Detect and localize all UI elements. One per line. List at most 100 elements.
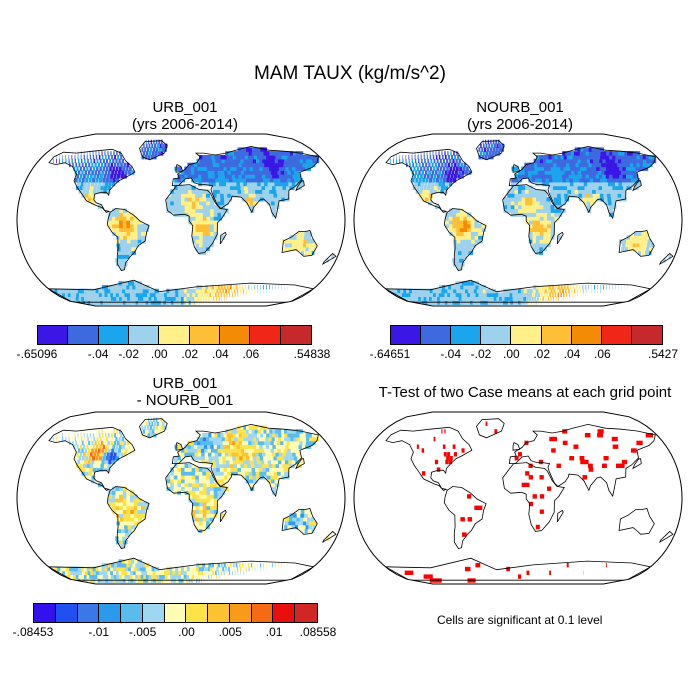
map-cell [254, 566, 256, 572]
map-cell [195, 482, 200, 488]
map-cell [133, 227, 138, 232]
map-cell [261, 463, 267, 468]
map-cell [603, 456, 609, 461]
coastline-samerica [106, 486, 150, 550]
map-cell [94, 448, 98, 453]
map-cell [102, 158, 105, 164]
map-cell [158, 139, 160, 145]
map-cell [232, 433, 238, 438]
map-cell [145, 574, 152, 579]
map-cell [589, 193, 594, 198]
map-cell [200, 162, 205, 168]
map-cell [242, 288, 244, 294]
map-cell [549, 158, 554, 164]
map-cell [597, 147, 604, 152]
map-cell [111, 459, 116, 465]
map-cell [252, 456, 258, 461]
map-cell [475, 285, 481, 290]
map-cell [518, 185, 523, 190]
map-cell [251, 288, 253, 294]
map-cell [622, 174, 629, 179]
map-cell [571, 292, 573, 297]
map-cell [225, 151, 231, 156]
map-cell [92, 178, 96, 183]
map-cell [527, 162, 532, 168]
map-cell [194, 296, 197, 301]
map-cell [399, 158, 401, 164]
map-cell [448, 216, 453, 221]
map-cell [445, 181, 449, 187]
map-cell [396, 158, 397, 164]
map-cell [528, 170, 533, 175]
map-cell [239, 444, 245, 449]
map-cell [214, 285, 217, 290]
map-cell [122, 208, 127, 213]
map-cell [177, 185, 182, 190]
map-cell [642, 162, 650, 168]
map-cell [115, 231, 121, 236]
map-cell [226, 155, 232, 160]
map-cell [270, 162, 277, 168]
map-cell [266, 475, 272, 480]
map-cell [250, 285, 253, 290]
map-cell [624, 246, 628, 252]
map-cell [230, 448, 236, 453]
map-cell [430, 174, 434, 179]
map-cell [511, 181, 516, 187]
map-cell [191, 227, 197, 232]
map-cell [122, 216, 127, 221]
map-cell [199, 509, 204, 514]
map-cell [116, 242, 122, 248]
map-cell [619, 174, 625, 179]
map-cell [259, 436, 265, 442]
map-cell [226, 166, 232, 171]
map-cell [101, 162, 104, 168]
map-cell [104, 151, 106, 156]
map-cell [514, 189, 519, 194]
map-cell [467, 227, 472, 232]
map-cell [223, 433, 229, 438]
map-cell [532, 231, 537, 236]
map-cell [250, 459, 255, 465]
map-cell [191, 452, 196, 457]
map-cell [463, 231, 468, 236]
map-cell [230, 467, 235, 472]
map-cell [543, 239, 548, 244]
map-cell [120, 452, 124, 457]
map-cell [485, 151, 489, 156]
map-cell [477, 223, 483, 229]
map-cell [301, 166, 308, 171]
map-cell [217, 494, 222, 499]
map-cell [219, 440, 225, 446]
map-cell [539, 189, 544, 194]
map-cell [206, 235, 211, 240]
map-cell [595, 189, 601, 194]
map-cell [433, 174, 437, 179]
map-cell [247, 433, 254, 438]
map-border [353, 411, 683, 585]
map-cell [540, 292, 543, 297]
map-cell [98, 155, 101, 160]
map-cell [237, 570, 239, 575]
map-cell [86, 151, 88, 156]
map-cell [166, 208, 171, 213]
map-cell [575, 155, 582, 160]
map-cell [632, 174, 639, 179]
map-cell [147, 155, 151, 160]
map-cell [246, 178, 251, 183]
map-cell [173, 475, 178, 480]
map-cell [105, 456, 109, 461]
map-cell [476, 288, 482, 294]
map-cell [121, 559, 127, 564]
map-cell [249, 482, 255, 488]
map-cell [191, 235, 196, 240]
map-cell [205, 459, 210, 465]
map-cell [546, 292, 549, 297]
map-cell [191, 509, 197, 514]
map-cell [127, 517, 132, 522]
map-cell [196, 563, 200, 568]
map-cell [207, 444, 212, 449]
map-cell [243, 444, 248, 449]
map-cell [645, 231, 649, 236]
map-cell [528, 204, 534, 210]
